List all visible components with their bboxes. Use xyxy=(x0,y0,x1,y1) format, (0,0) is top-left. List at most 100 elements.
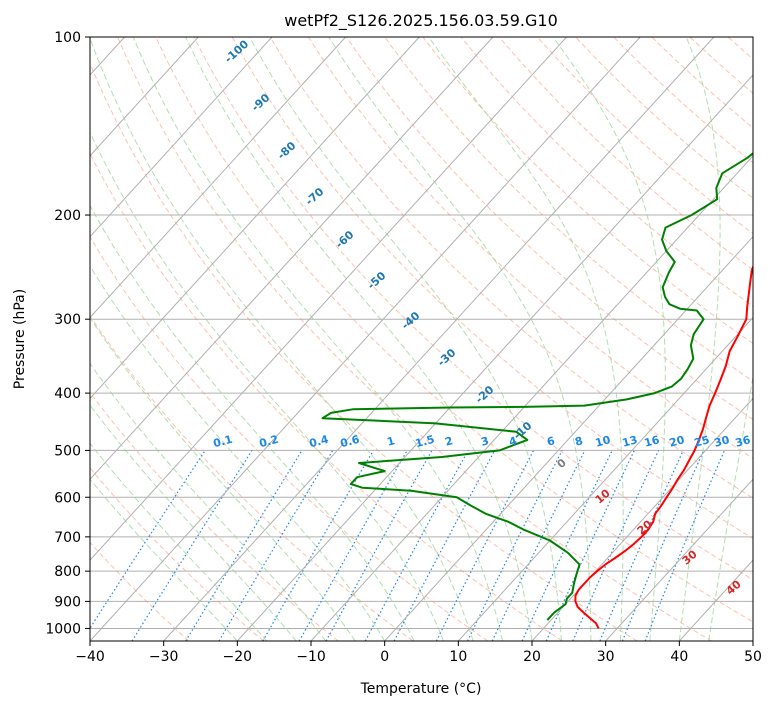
isotherm-label: -40 xyxy=(399,309,423,332)
y-tick-label: 800 xyxy=(54,564,81,580)
mixing-ratio-label: 36 xyxy=(734,433,752,450)
zero-line-label: 0 xyxy=(555,456,569,471)
mixing-ratio-line xyxy=(572,450,660,641)
dry-adiabat xyxy=(575,37,753,199)
y-axis-label: Pressure (hPa) xyxy=(12,289,28,389)
chart-title: wetPf2_S126.2025.156.03.59.G10 xyxy=(284,11,558,31)
isotherm-line xyxy=(90,37,346,319)
moist-adiabat xyxy=(132,37,503,641)
dry-adiabat xyxy=(193,37,753,581)
dry-adiabat xyxy=(90,235,488,641)
y-tick-label: 1000 xyxy=(45,621,81,637)
mixing-ratio-label: 20 xyxy=(668,433,686,450)
mixing-ratio-line xyxy=(393,450,496,641)
dry-adiabat xyxy=(651,37,753,129)
x-axis-label: Temperature (°C) xyxy=(360,681,482,697)
mixing-ratio-label: 16 xyxy=(643,433,661,450)
y-tick-label: 100 xyxy=(54,30,81,46)
mixing-ratio-label: 2 xyxy=(443,434,454,449)
mixing-ratio-label: 3 xyxy=(479,434,490,449)
mixing-ratio-label: 30 xyxy=(713,433,731,450)
sounding-series xyxy=(321,151,753,629)
isotherm-line xyxy=(605,478,753,641)
plot-area: -100-90-80-70-60-50-40-30-20-100.1 0.2 0.4… xyxy=(90,37,753,641)
dry-adiabat xyxy=(536,37,753,235)
plot-frame xyxy=(89,36,754,642)
isotherm-label: -50 xyxy=(365,269,389,292)
mixing-ratio-label: 13 xyxy=(621,433,639,450)
mixing-ratio-line xyxy=(599,450,684,641)
mixing-ratio-label: 0.2 xyxy=(258,433,280,451)
moist-adiabat xyxy=(428,37,624,641)
moist-adiabat xyxy=(90,37,474,641)
isotherm-line xyxy=(163,37,715,641)
isopleth-labels: -100-90-80-70-60-50-40-30-20-100.1 0.2 0.4… xyxy=(212,37,753,597)
moist-adiabat xyxy=(708,374,753,641)
mixing-ratio-line xyxy=(621,450,705,641)
pressure-gridlines xyxy=(90,37,753,629)
saturated-adiabat-label: 20 xyxy=(635,517,655,537)
isotherm-label: -90 xyxy=(249,91,273,114)
dry-adiabat xyxy=(384,37,753,382)
isotherm-line xyxy=(90,37,494,481)
moist-adiabat xyxy=(90,478,238,641)
dry-adiabat xyxy=(689,37,753,94)
isotherm-line xyxy=(310,155,753,641)
temperature-line xyxy=(574,264,753,629)
y-tick-label: 500 xyxy=(54,443,81,459)
mixing-ratio-label: 6 xyxy=(545,434,556,449)
mixing-ratio-line xyxy=(185,450,303,641)
x-tick-label: −10 xyxy=(296,649,326,665)
moist-adiabat xyxy=(90,442,268,641)
moist-adiabat xyxy=(678,37,721,641)
moist-adiabat xyxy=(90,362,327,641)
x-tick-label: 50 xyxy=(744,649,762,665)
dry-adiabat xyxy=(90,314,414,641)
isotherm-line xyxy=(90,37,420,400)
x-tick-label: 0 xyxy=(380,649,389,665)
moist-adiabats xyxy=(90,37,753,641)
isotherm-line xyxy=(457,316,753,641)
dry-adiabat xyxy=(90,62,638,641)
isotherm-label: -20 xyxy=(473,383,497,406)
dry-adiabat xyxy=(269,37,753,499)
dry-adiabat xyxy=(613,37,753,164)
mixing-ratio-label: 10 xyxy=(594,433,612,450)
isotherm-line xyxy=(384,235,753,641)
moist-adiabat xyxy=(90,131,445,641)
isotherm-line xyxy=(90,37,641,641)
mixing-ratio-label: 0.4 xyxy=(308,433,331,451)
isotherm-label: -70 xyxy=(303,185,327,208)
isotherm-line xyxy=(236,74,753,641)
mixing-ratio-label: 8 xyxy=(573,434,584,449)
isotherm-line xyxy=(531,397,753,641)
dry-adiabat xyxy=(422,37,753,345)
dry-adiabat xyxy=(117,37,712,641)
y-tick-label: 700 xyxy=(54,530,81,546)
x-tick-label: 10 xyxy=(449,649,467,665)
mixing-ratio-label: 25 xyxy=(693,433,711,450)
moist-adiabat xyxy=(90,404,297,641)
saturated-adiabat-label: 30 xyxy=(680,547,700,567)
x-tick-label: −20 xyxy=(223,649,253,665)
mixing-ratio-line xyxy=(90,450,206,630)
dry-adiabat xyxy=(307,37,753,460)
dry-adiabat xyxy=(155,37,753,623)
y-axis: 100 200 300 400 500 600 700 800 900 1000 xyxy=(45,30,90,637)
moist-adiabat xyxy=(90,316,356,641)
isotherm-line xyxy=(90,37,273,238)
x-tick-label: 20 xyxy=(523,649,541,665)
mixing-ratio-line xyxy=(435,450,535,641)
x-tick-label: −30 xyxy=(149,649,179,665)
moist-adiabat xyxy=(249,37,562,641)
mixing-ratio-label: 4 xyxy=(507,434,518,449)
dry-adiabat xyxy=(90,541,190,641)
dry-adiabat xyxy=(90,391,339,641)
mixing-ratio-line xyxy=(491,450,586,641)
moist-adiabat xyxy=(552,37,666,641)
moist-adiabat xyxy=(328,37,592,641)
x-tick-label: −40 xyxy=(75,649,105,665)
y-tick-label: 600 xyxy=(54,490,81,506)
isotherm-label: -100 xyxy=(222,37,251,65)
